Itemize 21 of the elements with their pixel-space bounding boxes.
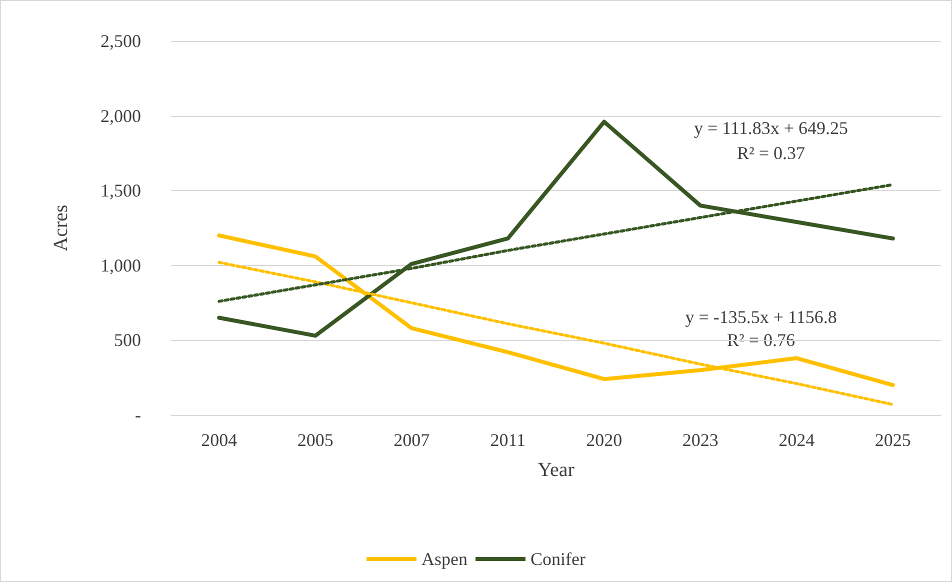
x-axis-title: Year: [538, 459, 575, 481]
y-tick-label: 1,500: [100, 180, 141, 201]
y-axis-title: Acres: [50, 204, 72, 252]
x-tick-label: 2007: [394, 430, 430, 450]
annotation: R² = 0.37: [736, 143, 806, 163]
x-tick-label: 2004: [201, 430, 238, 450]
y-tick-label: -: [135, 405, 141, 425]
y-tick-label: 500: [114, 330, 141, 350]
x-tick-label: 2020: [586, 430, 622, 450]
annotation: y = -135.5x + 1156.8: [685, 307, 837, 327]
y-tick-label: 2,500: [100, 31, 141, 51]
x-tick-label: 2005: [297, 430, 334, 450]
x-tick-label: 2024: [778, 430, 815, 450]
legend-label: Aspen: [422, 549, 468, 569]
y-tick-label: 1,000: [100, 255, 141, 276]
legend-label: Conifer: [530, 549, 586, 569]
x-tick-label: 2023: [682, 430, 718, 450]
x-tick-label: 2011: [490, 430, 526, 450]
annotation: y = 111.83x + 649.25: [694, 118, 848, 138]
y-tick-label: 2,000: [100, 106, 141, 126]
x-tick-label: 2025: [874, 430, 911, 450]
